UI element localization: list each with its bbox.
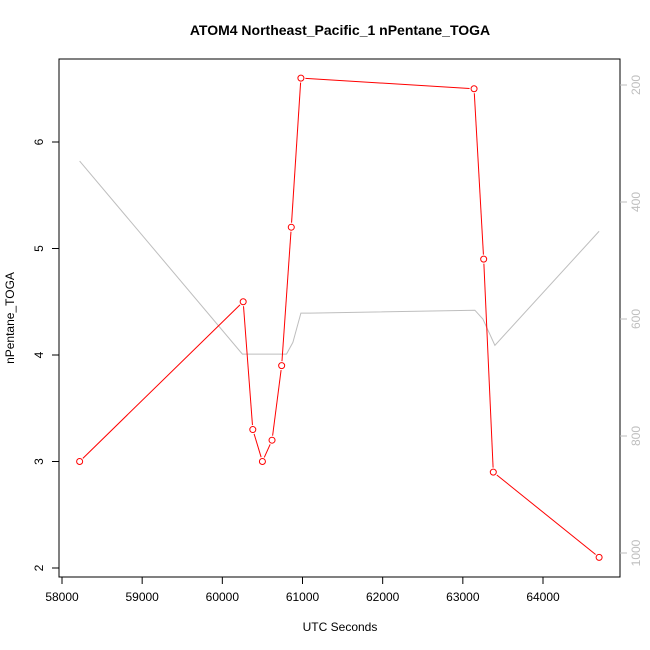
npentane-point (287, 223, 295, 231)
npentane-point (297, 74, 305, 82)
npentane-point (268, 436, 276, 444)
y-axis: 2 3 4 5 6 (32, 138, 59, 571)
x-axis: 58000 59000 60000 61000 62000 63000 64000 (45, 577, 560, 604)
y2-tick-label-1000: 1000 (629, 539, 643, 566)
y-tick-label-6: 6 (32, 138, 46, 145)
npentane-segment (291, 82, 302, 223)
npentane-point (76, 458, 84, 465)
y2-tick-label-800: 800 (629, 426, 643, 446)
y2-tick-label-600: 600 (629, 309, 643, 329)
x-tick-label-59000: 59000 (125, 590, 159, 604)
x-tick-label-60000: 60000 (206, 590, 240, 604)
npentane-point (249, 426, 257, 434)
x-tick-label-61000: 61000 (286, 590, 320, 604)
npentane-point (489, 468, 497, 476)
npentane-segment (82, 304, 241, 459)
chart-title: ATOM4 Northeast_Pacific_1 nPentane_TOGA (190, 22, 490, 38)
npentane-segment (253, 433, 262, 458)
right-y-axis: 200 400 600 800 1000 (620, 75, 643, 566)
npentane-point (258, 458, 266, 465)
npentane-segment (263, 444, 271, 458)
npentane-point (480, 255, 488, 263)
npentane-point (595, 553, 603, 561)
altitude-line (79, 160, 600, 355)
npentane-segment (272, 370, 282, 436)
y-tick-label-3: 3 (32, 458, 46, 465)
npentane-segment (483, 263, 494, 468)
npentane-segment (473, 93, 484, 255)
npentane-point (239, 298, 247, 306)
x-tick-label-63000: 63000 (446, 590, 480, 604)
npentane-point (470, 85, 478, 93)
npentane-segment (243, 306, 253, 426)
npentane-segment (496, 474, 596, 555)
y-tick-label-4: 4 (32, 351, 46, 358)
x-tick-label-62000: 62000 (366, 590, 400, 604)
y2-tick-label-200: 200 (629, 75, 643, 95)
y2-tick-label-400: 400 (629, 192, 643, 212)
plot-frame (58, 58, 621, 578)
x-tick-label-58000: 58000 (45, 590, 79, 604)
y-axis-label: nPentane_TOGA (3, 272, 17, 364)
x-axis-label: UTC Seconds (303, 620, 378, 634)
npentane-segment (281, 231, 292, 362)
series-layer (76, 74, 603, 561)
x-tick-label-64000: 64000 (526, 590, 560, 604)
y-tick-label-5: 5 (32, 245, 46, 252)
npentane-segment (305, 77, 470, 89)
npentane-point (278, 362, 286, 370)
y-tick-label-2: 2 (32, 564, 46, 571)
